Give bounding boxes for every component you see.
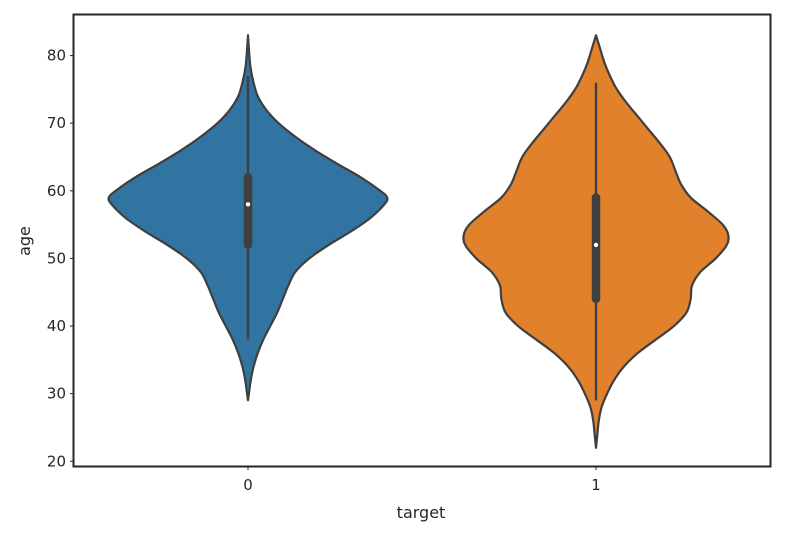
violin-median-point [593, 242, 599, 248]
violin-median-point [245, 202, 251, 207]
x-tick-label: 0 [243, 476, 253, 494]
y-tick-label: 30 [47, 385, 66, 403]
x-axis-label: target [397, 503, 446, 522]
y-tick-label: 80 [47, 47, 66, 65]
y-axis-label: age [15, 226, 34, 256]
violin-1 [462, 34, 730, 449]
y-tick-label: 60 [47, 182, 66, 200]
violins [107, 34, 730, 449]
plot-frame [72, 13, 772, 468]
y-tick-label: 50 [47, 249, 66, 267]
y-tick-label: 20 [47, 452, 66, 470]
y-tick-label: 40 [47, 317, 66, 335]
y-axis-ticks: 20 30 40 50 60 70 80 [47, 47, 74, 470]
violin-0 [107, 34, 389, 402]
x-tick-label: 1 [591, 476, 601, 494]
y-tick-label: 70 [47, 114, 66, 132]
